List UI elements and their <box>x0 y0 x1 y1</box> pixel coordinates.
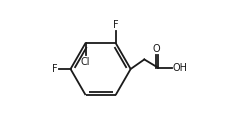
Text: F: F <box>52 64 58 74</box>
Text: F: F <box>113 20 118 30</box>
Text: OH: OH <box>172 63 187 73</box>
Text: O: O <box>153 44 161 54</box>
Text: Cl: Cl <box>81 57 90 67</box>
